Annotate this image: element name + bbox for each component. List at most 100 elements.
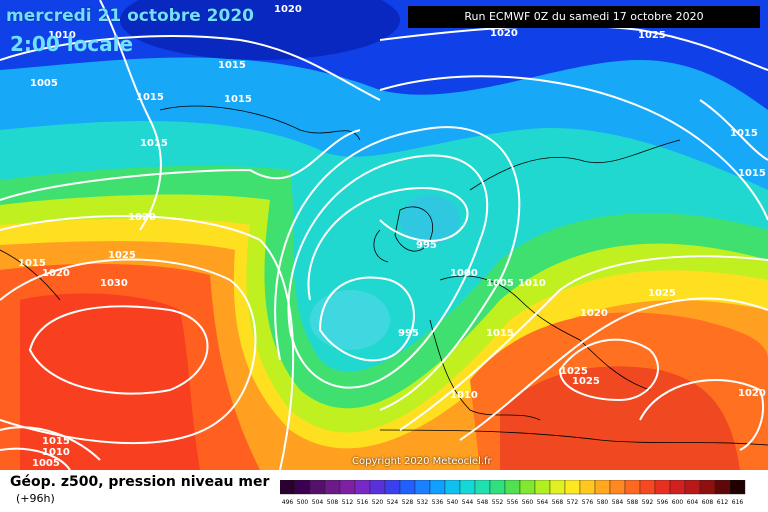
color-scale-swatch	[654, 480, 671, 495]
color-scale-swatch	[549, 480, 566, 495]
isobar-1015-northeast	[699, 99, 768, 161]
isobar-label: 1025	[572, 376, 600, 387]
geopotential-high-east-core	[500, 366, 740, 470]
color-scale-swatch	[609, 480, 626, 495]
isobar-1015-north	[379, 75, 768, 221]
color-scale-tick-label: 572	[567, 499, 579, 506]
color-scale-swatch	[639, 480, 656, 495]
color-scale-tick-label: 596	[657, 499, 669, 506]
isobar-label: 1015	[730, 128, 758, 139]
isobar-label: 1015	[738, 168, 766, 179]
isobar-1020-east	[459, 297, 768, 441]
color-scale-swatch	[624, 480, 641, 495]
isobar-1025	[0, 258, 257, 445]
color-scale-tick-label: 524	[387, 499, 399, 506]
isobar-label: 1015	[224, 94, 252, 105]
color-scale-swatch	[579, 480, 596, 495]
north-america-coast	[0, 249, 61, 301]
color-scale-swatch	[474, 480, 491, 495]
isobar-label: 995	[398, 328, 419, 339]
color-scale-tick-label: 608	[702, 499, 714, 506]
model-run-banner: Run ECMWF 0Z du samedi 17 octobre 2020	[408, 6, 760, 28]
greenland-coast	[159, 105, 361, 141]
isobar-label: 1025	[560, 366, 588, 377]
north-sea-low	[400, 195, 460, 245]
color-scale-tick-label: 548	[477, 499, 489, 506]
color-scale-tick-label: 616	[732, 499, 744, 506]
color-scale-tick-label: 528	[402, 499, 414, 506]
color-scale-swatch	[369, 480, 386, 495]
isobar-1000	[287, 154, 489, 389]
isobar-1015-west	[0, 129, 361, 201]
arctic-low	[120, 0, 400, 60]
color-scale-tick-label: 504	[312, 499, 324, 506]
isobar-1025-east	[558, 338, 660, 402]
color-scale-tick-label: 532	[417, 499, 429, 506]
color-scale-tick-label: 516	[357, 499, 369, 506]
isobar-label: 1000	[450, 268, 478, 279]
color-scale-tick-label: 588	[627, 499, 639, 506]
isobar-label: 1020	[42, 268, 70, 279]
isobar-label: 1005	[30, 78, 58, 89]
isobar-label: 1015	[140, 138, 168, 149]
color-scale-tick-label: 552	[492, 499, 504, 506]
iberia-coast	[429, 319, 541, 421]
isobar-995-north	[307, 187, 469, 301]
color-scale-tick-label: 520	[372, 499, 384, 506]
isobar-1015-southwest	[0, 426, 101, 461]
isobar-label: 1025	[638, 30, 666, 41]
isobar-1020	[0, 215, 295, 470]
color-scale-swatch	[669, 480, 686, 495]
isobar-1010-southwest	[0, 447, 71, 470]
isobar-label: 1015	[18, 258, 46, 269]
color-scale-tick-label: 536	[432, 499, 444, 506]
color-scale-swatch	[504, 480, 521, 495]
isobar-label: 1020	[738, 388, 766, 399]
color-scale-swatch	[354, 480, 371, 495]
isobar-label: 1010	[450, 390, 478, 401]
isobar-label: 1020	[128, 212, 156, 223]
color-scale-swatch	[339, 480, 356, 495]
color-scale-swatch	[534, 480, 551, 495]
scandinavia-coast	[469, 139, 681, 191]
color-scale-tick-label: 612	[717, 499, 729, 506]
color-scale-swatch	[399, 480, 416, 495]
isobar-label: 1005	[486, 278, 514, 289]
color-scale-swatch	[564, 480, 581, 495]
legend-title: Géop. z500, pression niveau mer	[10, 474, 270, 490]
color-scale-swatch	[519, 480, 536, 495]
isobar-label: 1015	[136, 92, 164, 103]
isobar-label: 1020	[274, 4, 302, 15]
color-scale-tick-label: 564	[537, 499, 549, 506]
color-scale-tick-label: 556	[507, 499, 519, 506]
color-scale-tick-label: 560	[522, 499, 534, 506]
color-scale-swatch	[309, 480, 326, 495]
isobar-1005	[274, 126, 521, 411]
color-scale-swatch	[294, 480, 311, 495]
coastlines	[0, 105, 768, 446]
isobar-1020-southeast	[639, 379, 765, 451]
color-scale-tick-label: 576	[582, 499, 594, 506]
color-scale-swatch	[459, 480, 476, 495]
isobar-label: 1025	[648, 288, 676, 299]
color-scale-swatch	[414, 480, 431, 495]
color-scale-tick-label: 512	[342, 499, 354, 506]
color-scale-swatch	[429, 480, 446, 495]
isobar-label: 1005	[32, 458, 60, 469]
isobar-1015-east	[399, 255, 768, 431]
color-scale-tick-label: 500	[297, 499, 309, 506]
copyright-notice: Copyright 2020 Meteociel.fr	[352, 456, 492, 467]
color-scale-swatch	[594, 480, 611, 495]
isobar-label: 1015	[486, 328, 514, 339]
atlantic-low	[310, 290, 390, 350]
north-africa-coast	[379, 429, 768, 446]
color-scale-swatch	[489, 480, 506, 495]
color-scale-tick-label: 604	[687, 499, 699, 506]
forecast-time: 2:00 locale	[10, 32, 134, 56]
legend-subtitle: (+96h)	[16, 492, 55, 505]
color-scale-swatch	[729, 480, 746, 495]
color-scale-swatch	[684, 480, 701, 495]
isobar-label: 1020	[490, 28, 518, 39]
